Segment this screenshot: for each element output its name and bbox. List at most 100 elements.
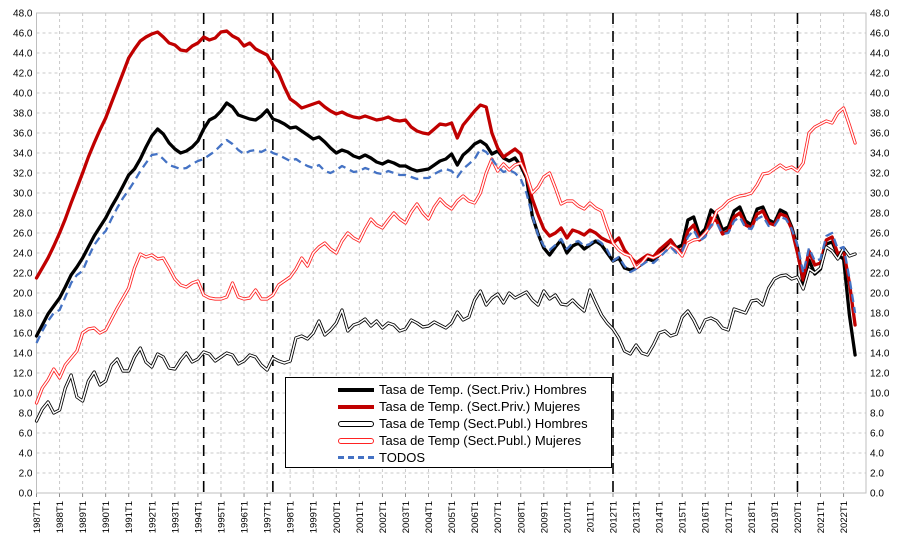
x-axis-label: 2011T1 bbox=[585, 501, 596, 533]
y-axis-label-right: 28.0 bbox=[870, 209, 890, 220]
x-axis-label: 2012T1 bbox=[609, 501, 620, 533]
y-axis-label-right: 24.0 bbox=[870, 249, 890, 260]
y-axis-label-left: 36.0 bbox=[13, 129, 33, 140]
x-axis-label: 2000T1 bbox=[332, 501, 343, 533]
x-axis-label: 1998T1 bbox=[286, 501, 297, 533]
x-axis-label: 1993T1 bbox=[170, 501, 181, 533]
x-axis-label: 1992T1 bbox=[147, 501, 158, 533]
x-axis-label: 1999T1 bbox=[309, 501, 320, 533]
y-axis-label-left: 46.0 bbox=[13, 29, 33, 40]
legend-item-publ-mujeres: Tasa de Temp (Sect.Publ.) Mujeres bbox=[286, 432, 611, 449]
x-axis-label: 1988T1 bbox=[55, 501, 66, 533]
y-axis-label-right: 2.0 bbox=[870, 469, 884, 480]
y-axis-label-right: 34.0 bbox=[870, 149, 890, 160]
x-axis-label: 2019T1 bbox=[770, 501, 781, 533]
legend-label: Tasa de Temp (Sect.Publ.) Mujeres bbox=[379, 433, 582, 448]
x-axis-label: 1995T1 bbox=[216, 501, 227, 533]
y-axis-label-right: 32.0 bbox=[870, 169, 890, 180]
x-axis-label: 2016T1 bbox=[701, 501, 712, 533]
legend-label: TODOS bbox=[379, 450, 425, 465]
y-axis-label-left: 12.0 bbox=[13, 369, 33, 380]
y-axis-label-right: 0.0 bbox=[870, 489, 884, 500]
series-line-0 bbox=[34, 101, 857, 357]
x-axis-label: 2007T1 bbox=[493, 501, 504, 533]
y-axis-label-left: 20.0 bbox=[13, 289, 33, 300]
y-axis-label-left: 28.0 bbox=[13, 209, 33, 220]
y-axis-label-right: 30.0 bbox=[870, 189, 890, 200]
y-axis-label-left: 30.0 bbox=[13, 189, 33, 200]
series-line-3-core bbox=[35, 107, 856, 404]
x-axis-label: 2004T1 bbox=[424, 501, 435, 533]
x-axis-label: 1987T1 bbox=[32, 501, 43, 533]
x-axis-label: 2003T1 bbox=[401, 501, 412, 533]
legend-line-sample-priv-mujeres bbox=[338, 404, 374, 409]
y-axis-label-left: 26.0 bbox=[13, 229, 33, 240]
y-axis-label-right: 20.0 bbox=[870, 289, 890, 300]
y-axis-label-left: 24.0 bbox=[13, 249, 33, 260]
legend-item-todos: TODOS bbox=[286, 449, 611, 466]
legend-line-sample-priv-hombres bbox=[338, 387, 374, 392]
y-axis-label-right: 38.0 bbox=[870, 109, 890, 120]
y-axis-label-left: 4.0 bbox=[19, 449, 33, 460]
legend-label: Tasa de Temp (Sect.Publ.) Hombres bbox=[379, 416, 588, 431]
legend-line-sample-todos bbox=[338, 456, 374, 459]
x-axis-label: 2008T1 bbox=[516, 501, 527, 533]
x-axis-label: 2017T1 bbox=[724, 501, 735, 533]
x-axis-label: 2001T1 bbox=[355, 501, 366, 533]
y-axis-label-left: 18.0 bbox=[13, 309, 33, 320]
y-axis-label-right: 10.0 bbox=[870, 389, 890, 400]
series-line-4 bbox=[35, 138, 857, 344]
x-axis-label: 2021T1 bbox=[816, 501, 827, 533]
y-axis-label-right: 44.0 bbox=[870, 49, 890, 60]
y-axis-label-right: 42.0 bbox=[870, 69, 890, 80]
legend-line-sample-publ-hombres bbox=[338, 420, 374, 427]
y-axis-label-left: 32.0 bbox=[13, 169, 33, 180]
y-axis-label-right: 26.0 bbox=[870, 229, 890, 240]
x-axis-label: 1989T1 bbox=[78, 501, 89, 533]
legend-label: Tasa de Temp. (Sect.Priv.) Mujeres bbox=[379, 399, 581, 414]
x-axis-label: 2002T1 bbox=[378, 501, 389, 533]
y-axis-label-right: 16.0 bbox=[870, 329, 890, 340]
y-axis-label-right: 4.0 bbox=[870, 449, 884, 460]
legend-item-publ-hombres: Tasa de Temp (Sect.Publ.) Hombres bbox=[286, 415, 611, 432]
y-axis-label-right: 48.0 bbox=[870, 9, 890, 20]
y-axis-label-right: 36.0 bbox=[870, 129, 890, 140]
y-axis-label-right: 22.0 bbox=[870, 269, 890, 280]
y-axis-label-left: 6.0 bbox=[19, 429, 33, 440]
legend-label: Tasa de Temp. (Sect.Priv.) Hombres bbox=[379, 382, 587, 397]
x-axis-label: 1990T1 bbox=[101, 501, 112, 533]
y-axis-label-right: 14.0 bbox=[870, 349, 890, 360]
x-axis-label: 1996T1 bbox=[240, 501, 251, 533]
y-axis-label-left: 40.0 bbox=[13, 89, 33, 100]
y-axis-label-left: 42.0 bbox=[13, 69, 33, 80]
plot-border bbox=[36, 12, 867, 494]
legend-line-sample-publ-mujeres bbox=[338, 437, 374, 444]
y-axis-label-left: 14.0 bbox=[13, 349, 33, 360]
x-axis-label: 2010T1 bbox=[562, 501, 573, 533]
y-axis-label-left: 38.0 bbox=[13, 109, 33, 120]
series-line-2-core bbox=[35, 246, 856, 422]
y-axis-label-left: 44.0 bbox=[13, 49, 33, 60]
x-axis-label: 1994T1 bbox=[193, 501, 204, 533]
y-axis-label-right: 18.0 bbox=[870, 309, 890, 320]
y-axis-label-left: 8.0 bbox=[19, 409, 33, 420]
x-axis-label: 2020T1 bbox=[793, 501, 804, 533]
series-line-3 bbox=[34, 106, 857, 405]
y-axis-label-right: 8.0 bbox=[870, 409, 884, 420]
x-axis-label: 2009T1 bbox=[539, 501, 550, 533]
y-axis-label-left: 0.0 bbox=[19, 489, 33, 500]
y-axis-label-right: 40.0 bbox=[870, 89, 890, 100]
x-axis-label: 2005T1 bbox=[447, 501, 458, 533]
x-axis-label: 2022T1 bbox=[839, 501, 850, 533]
x-axis-label: 2018T1 bbox=[747, 501, 758, 533]
x-axis-label: 2013T1 bbox=[632, 501, 643, 533]
y-axis-label-left: 16.0 bbox=[13, 329, 33, 340]
x-axis-label: 1997T1 bbox=[263, 501, 274, 533]
x-axis-label: 2014T1 bbox=[655, 501, 666, 533]
series-line-1 bbox=[34, 29, 857, 327]
x-axis-label: 1991T1 bbox=[124, 501, 135, 533]
legend-item-priv-hombres: Tasa de Temp. (Sect.Priv.) Hombres bbox=[286, 381, 611, 398]
y-axis-label-right: 12.0 bbox=[870, 369, 890, 380]
